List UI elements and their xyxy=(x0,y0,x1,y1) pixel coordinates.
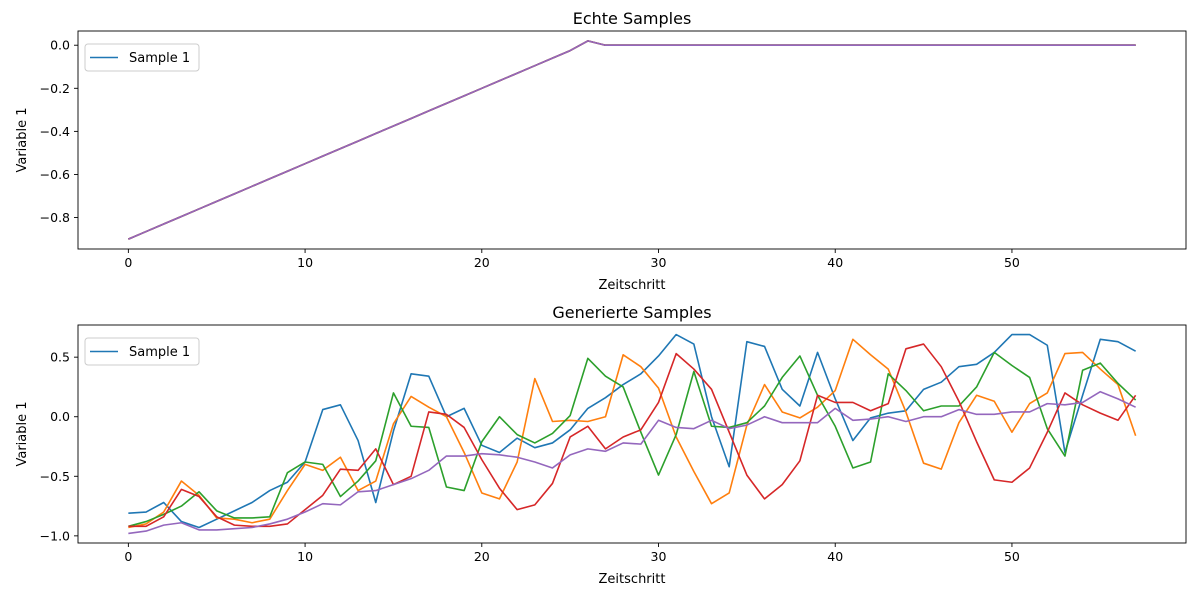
series-line-3 xyxy=(128,40,1136,240)
legend: Sample 1 xyxy=(84,43,200,72)
axes-frame xyxy=(77,324,1187,544)
x-tick-label: 0 xyxy=(124,255,132,270)
y-tick-label: −0.6 xyxy=(40,167,70,182)
chart-1: 0 10 20 30 40 50 −1.0 −0.5 0.0 0.5 Generierte Samp… xyxy=(15,303,1187,587)
y-tick-label: −0.8 xyxy=(40,210,70,225)
y-tick-label: −0.2 xyxy=(40,81,70,96)
y-tick-label: −0.4 xyxy=(40,124,70,139)
series-line-5 xyxy=(128,40,1136,240)
x-tick-label: 10 xyxy=(297,549,313,564)
x-tick-label: 20 xyxy=(474,549,490,564)
x-tick-label: 40 xyxy=(827,549,843,564)
chart-title: Echte Samples xyxy=(573,9,692,28)
y-tick-label: −0.5 xyxy=(40,469,70,484)
y-tick-label: 0.0 xyxy=(50,409,70,424)
x-axis-label: Zeitschritt xyxy=(599,278,666,293)
legend-box xyxy=(84,337,200,366)
y-axis-label: Variable 1 xyxy=(15,401,30,466)
chart-0: 0 10 20 30 40 50 −0.8 −0.6 −0.4 −0.2 0.0 Echte Samp… xyxy=(15,9,1187,293)
legend-box xyxy=(84,43,200,72)
series-line-1 xyxy=(128,40,1136,240)
x-tick-label: 50 xyxy=(1004,255,1020,270)
x-tick-label: 0 xyxy=(124,549,132,564)
y-axis-label: Variable 1 xyxy=(15,107,30,172)
chart-title: Generierte Samples xyxy=(552,303,711,322)
axes-frame xyxy=(77,30,1187,250)
legend-label: Sample 1 xyxy=(129,345,190,360)
x-tick-label: 30 xyxy=(651,255,667,270)
x-tick-label: 30 xyxy=(651,549,667,564)
series-line-2 xyxy=(128,40,1136,240)
series-line-1 xyxy=(128,333,1137,529)
x-tick-label: 10 xyxy=(297,255,313,270)
y-tick-label: −1.0 xyxy=(40,528,70,543)
series-group xyxy=(128,40,1136,240)
y-tick-label: 0.5 xyxy=(50,350,70,365)
series-group xyxy=(128,333,1137,535)
x-tick-label: 40 xyxy=(827,255,843,270)
x-tick-label: 50 xyxy=(1004,549,1020,564)
series-line-5 xyxy=(128,390,1136,535)
series-line-4 xyxy=(128,343,1137,528)
series-line-4 xyxy=(128,40,1136,240)
legend: Sample 1 xyxy=(84,337,200,366)
x-tick-label: 20 xyxy=(474,255,490,270)
series-line-3 xyxy=(128,351,1137,528)
x-axis-label: Zeitschritt xyxy=(599,572,666,587)
series-line-2 xyxy=(128,338,1137,529)
legend-label: Sample 1 xyxy=(129,51,190,66)
y-tick-label: 0.0 xyxy=(50,38,70,53)
